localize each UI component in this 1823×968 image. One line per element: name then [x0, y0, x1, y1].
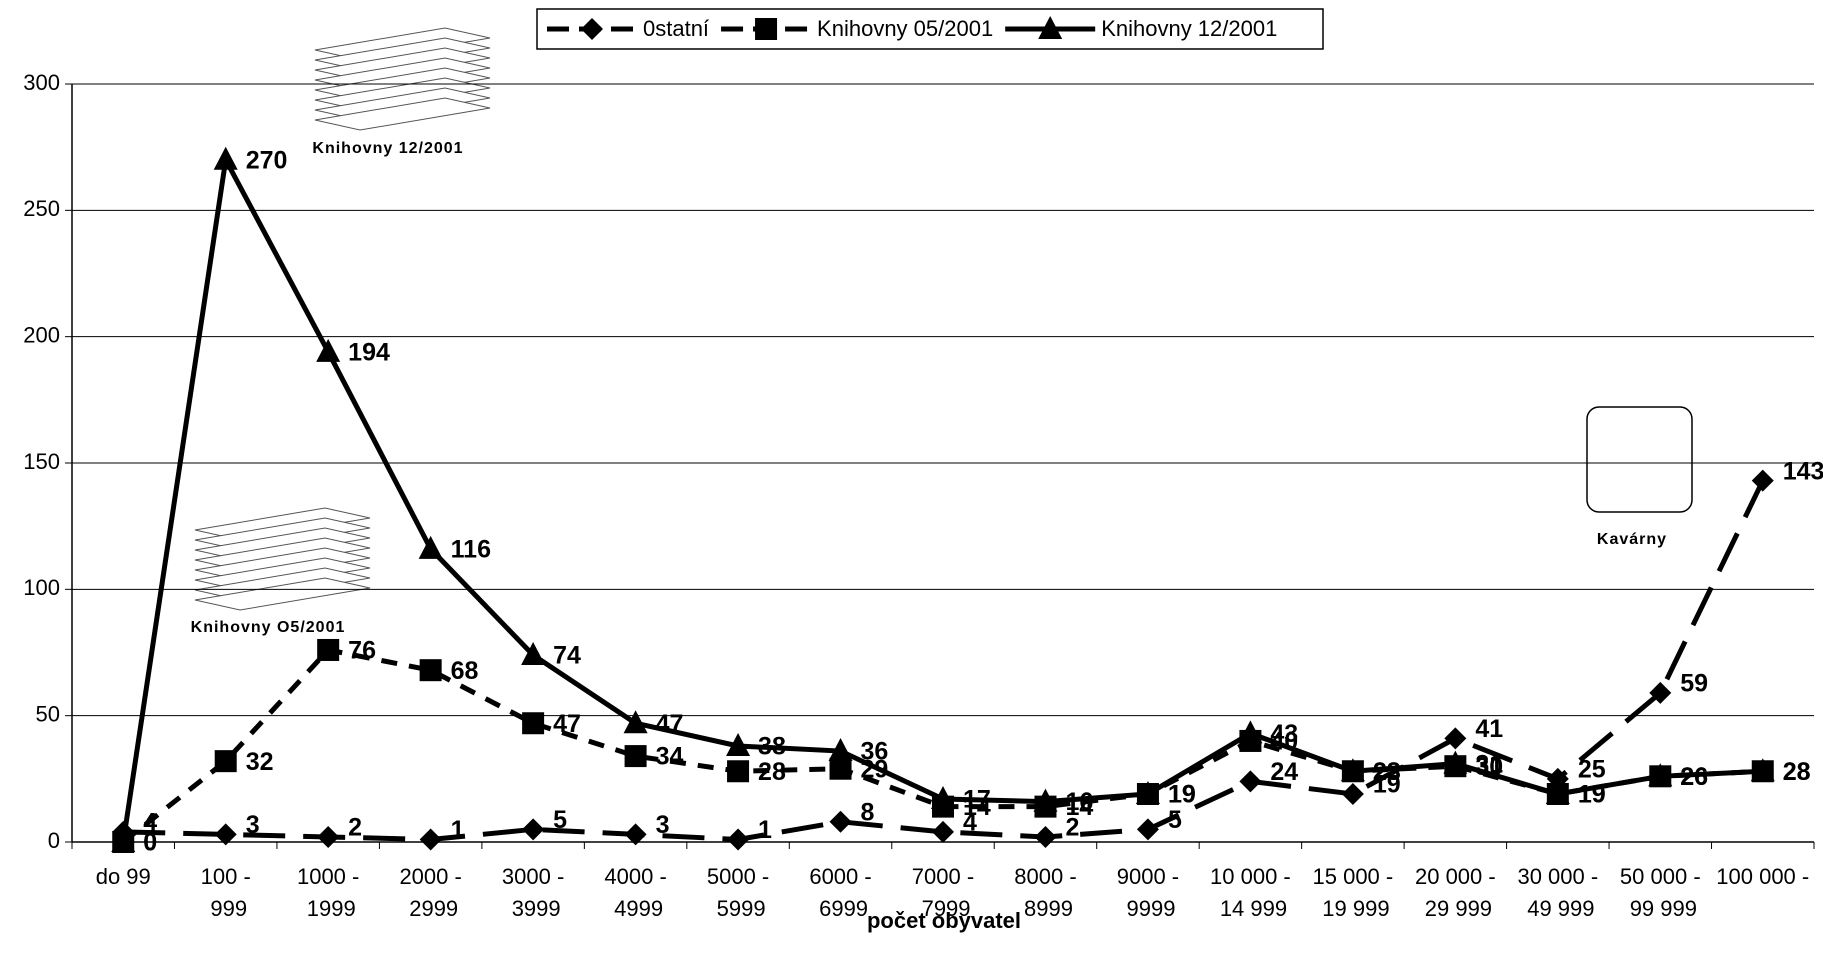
data-label: 41	[1475, 715, 1503, 743]
x-tick-label: 2000 - 2999	[399, 864, 461, 921]
x-tick-label: 50 000 - 99 999	[1620, 864, 1701, 921]
marker	[420, 828, 442, 850]
data-label: 68	[451, 657, 479, 685]
legend-label: Knihovny 12/2001	[1101, 16, 1277, 41]
annotation: Kavárny	[1597, 531, 1667, 548]
x-tick-label: 4000 - 4999	[604, 864, 666, 921]
chart: Knihovny 12/2001 Knihovny O5/2001 Kavárn…	[0, 0, 1823, 968]
marker	[419, 536, 443, 559]
data-label: 1	[758, 816, 772, 844]
data-label: 28	[1373, 758, 1401, 786]
data-label: 2	[348, 814, 362, 842]
x-tick-label: 100 - 999	[201, 864, 251, 921]
marker	[1444, 727, 1466, 749]
x-tick-label: 100 000 -	[1716, 864, 1809, 889]
data-label: 26	[1680, 763, 1708, 791]
y-tick-label: 50	[36, 701, 60, 726]
data-label: 31	[1475, 750, 1503, 778]
data-label: 24	[1270, 758, 1298, 786]
annotation: Knihovny 12/2001	[312, 140, 463, 157]
marker	[317, 639, 339, 661]
y-tick-label: 0	[48, 828, 60, 853]
marker	[522, 818, 544, 840]
data-label: 5	[1168, 806, 1182, 834]
cafe-box	[1587, 407, 1692, 512]
marker	[1137, 818, 1159, 840]
data-label: 16	[1065, 788, 1093, 816]
data-label: 3	[656, 811, 670, 839]
data-label: 47	[656, 710, 684, 738]
y-tick-label: 250	[23, 196, 60, 221]
marker	[727, 828, 749, 850]
marker	[317, 826, 339, 848]
data-label: 28	[758, 758, 786, 786]
x-tick-label: do 99	[96, 864, 151, 889]
legend: 0statní Knihovny 05/2001 Knihovny 12/2001	[537, 9, 1323, 49]
x-tick-label: 6000 - 6999	[809, 864, 871, 921]
x-tick-label: 8000 - 8999	[1014, 864, 1076, 921]
marker	[625, 745, 647, 767]
data-label: 34	[656, 743, 684, 771]
marker	[755, 18, 777, 40]
x-tick-label: 5000 - 5999	[707, 864, 769, 921]
data-label: 32	[246, 748, 274, 776]
x-tick-label: 10 000 - 14 999	[1210, 864, 1291, 921]
marker	[1239, 770, 1261, 792]
marker	[316, 339, 340, 362]
data-label: 38	[758, 733, 786, 761]
data-label: 74	[553, 642, 581, 670]
marker	[215, 750, 237, 772]
x-tick-label: 7000 - 7999	[912, 864, 974, 921]
x-tick-label: 15 000 - 19 999	[1313, 864, 1394, 921]
data-label: 17	[963, 786, 991, 814]
data-label: 47	[553, 710, 581, 738]
paper-stack-05	[195, 508, 370, 610]
marker	[932, 821, 954, 843]
marker	[1752, 470, 1774, 492]
marker	[727, 760, 749, 782]
legend-label: 0statní	[643, 16, 709, 41]
annotation: Knihovny O5/2001	[191, 619, 346, 636]
y-tick-label: 200	[23, 322, 60, 347]
marker	[830, 811, 852, 833]
data-label: 19	[1168, 781, 1196, 809]
x-tick-label: 3000 - 3999	[502, 864, 564, 921]
data-label: 76	[348, 637, 376, 665]
data-label: 36	[861, 738, 889, 766]
data-label: 59	[1680, 670, 1708, 698]
marker	[214, 147, 238, 170]
marker	[1342, 783, 1364, 805]
y-tick-label: 100	[23, 575, 60, 600]
data-label: 0	[143, 829, 157, 857]
x-tick-label: 1000 - 1999	[297, 864, 359, 921]
data-label: 143	[1783, 457, 1823, 485]
x-tick-label: 30 000 - 49 999	[1517, 864, 1598, 921]
data-label: 5	[553, 806, 567, 834]
marker	[624, 710, 648, 733]
data-label: 270	[246, 146, 288, 174]
marker	[522, 712, 544, 734]
y-tick-label: 300	[23, 70, 60, 95]
paper-stack-12	[315, 28, 490, 130]
x-tick-label: 9000 - 9999	[1117, 864, 1179, 921]
data-label: 43	[1270, 720, 1298, 748]
data-label: 116	[451, 536, 491, 564]
data-label: 3	[246, 811, 260, 839]
data-label: 25	[1578, 755, 1606, 783]
data-label: 19	[1578, 781, 1606, 809]
series-line	[123, 160, 1763, 842]
data-label: 8	[861, 798, 875, 826]
data-label: 194	[348, 338, 390, 366]
data-label: 28	[1783, 758, 1811, 786]
data-label: 1	[451, 816, 465, 844]
y-tick-label: 150	[23, 449, 60, 474]
marker	[1034, 826, 1056, 848]
marker	[420, 659, 442, 681]
x-tick-label: 20 000 - 29 999	[1415, 864, 1496, 921]
legend-label: Knihovny 05/2001	[817, 16, 993, 41]
